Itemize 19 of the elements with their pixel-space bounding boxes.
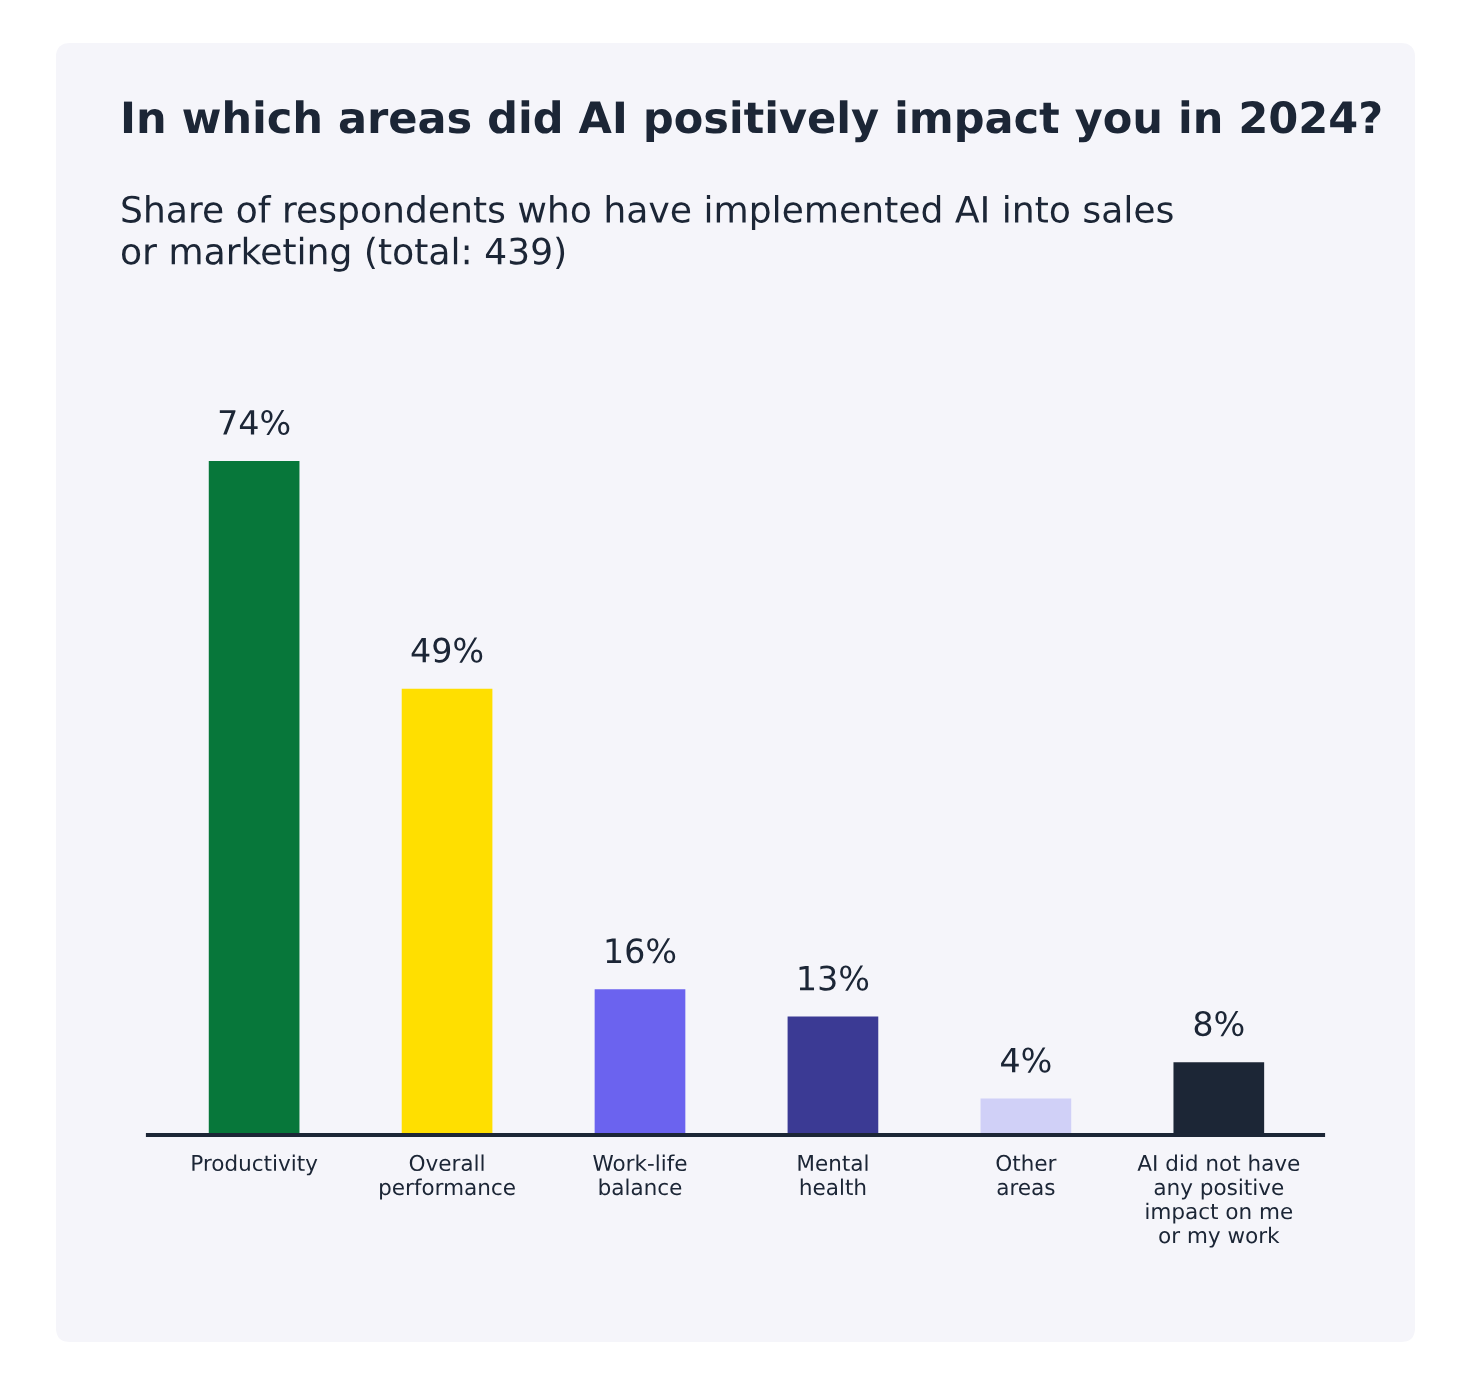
x-tick-label: Mental health [798,1154,868,1196]
x-tick-label: Overall performance [380,1154,515,1200]
x-tick-label: AI did not have any positive impact on me or my work [1137,1154,1300,1248]
bar [208,461,300,1135]
data-label: 74% [219,409,290,436]
data-label: 4% [1001,1047,1051,1073]
chart-title: In which areas did AI positively impact you in 2024? [123,100,1381,143]
data-label: 16% [606,938,676,964]
data-label: 8% [1194,1011,1244,1037]
x-tick-label: Work-life balance [593,1154,687,1196]
chart-subtitle: Share of respondents who have implemented AI into sales or marketing (total: 439) [121,195,1173,272]
data-label: 13% [799,965,869,991]
x-tick-label: Other areas [996,1154,1057,1196]
x-tick-label: Productivity [192,1154,318,1176]
bar [401,688,493,1135]
bar [980,1098,1072,1135]
bar [787,1016,879,1135]
bar [594,989,686,1135]
data-label: 49% [411,637,483,663]
